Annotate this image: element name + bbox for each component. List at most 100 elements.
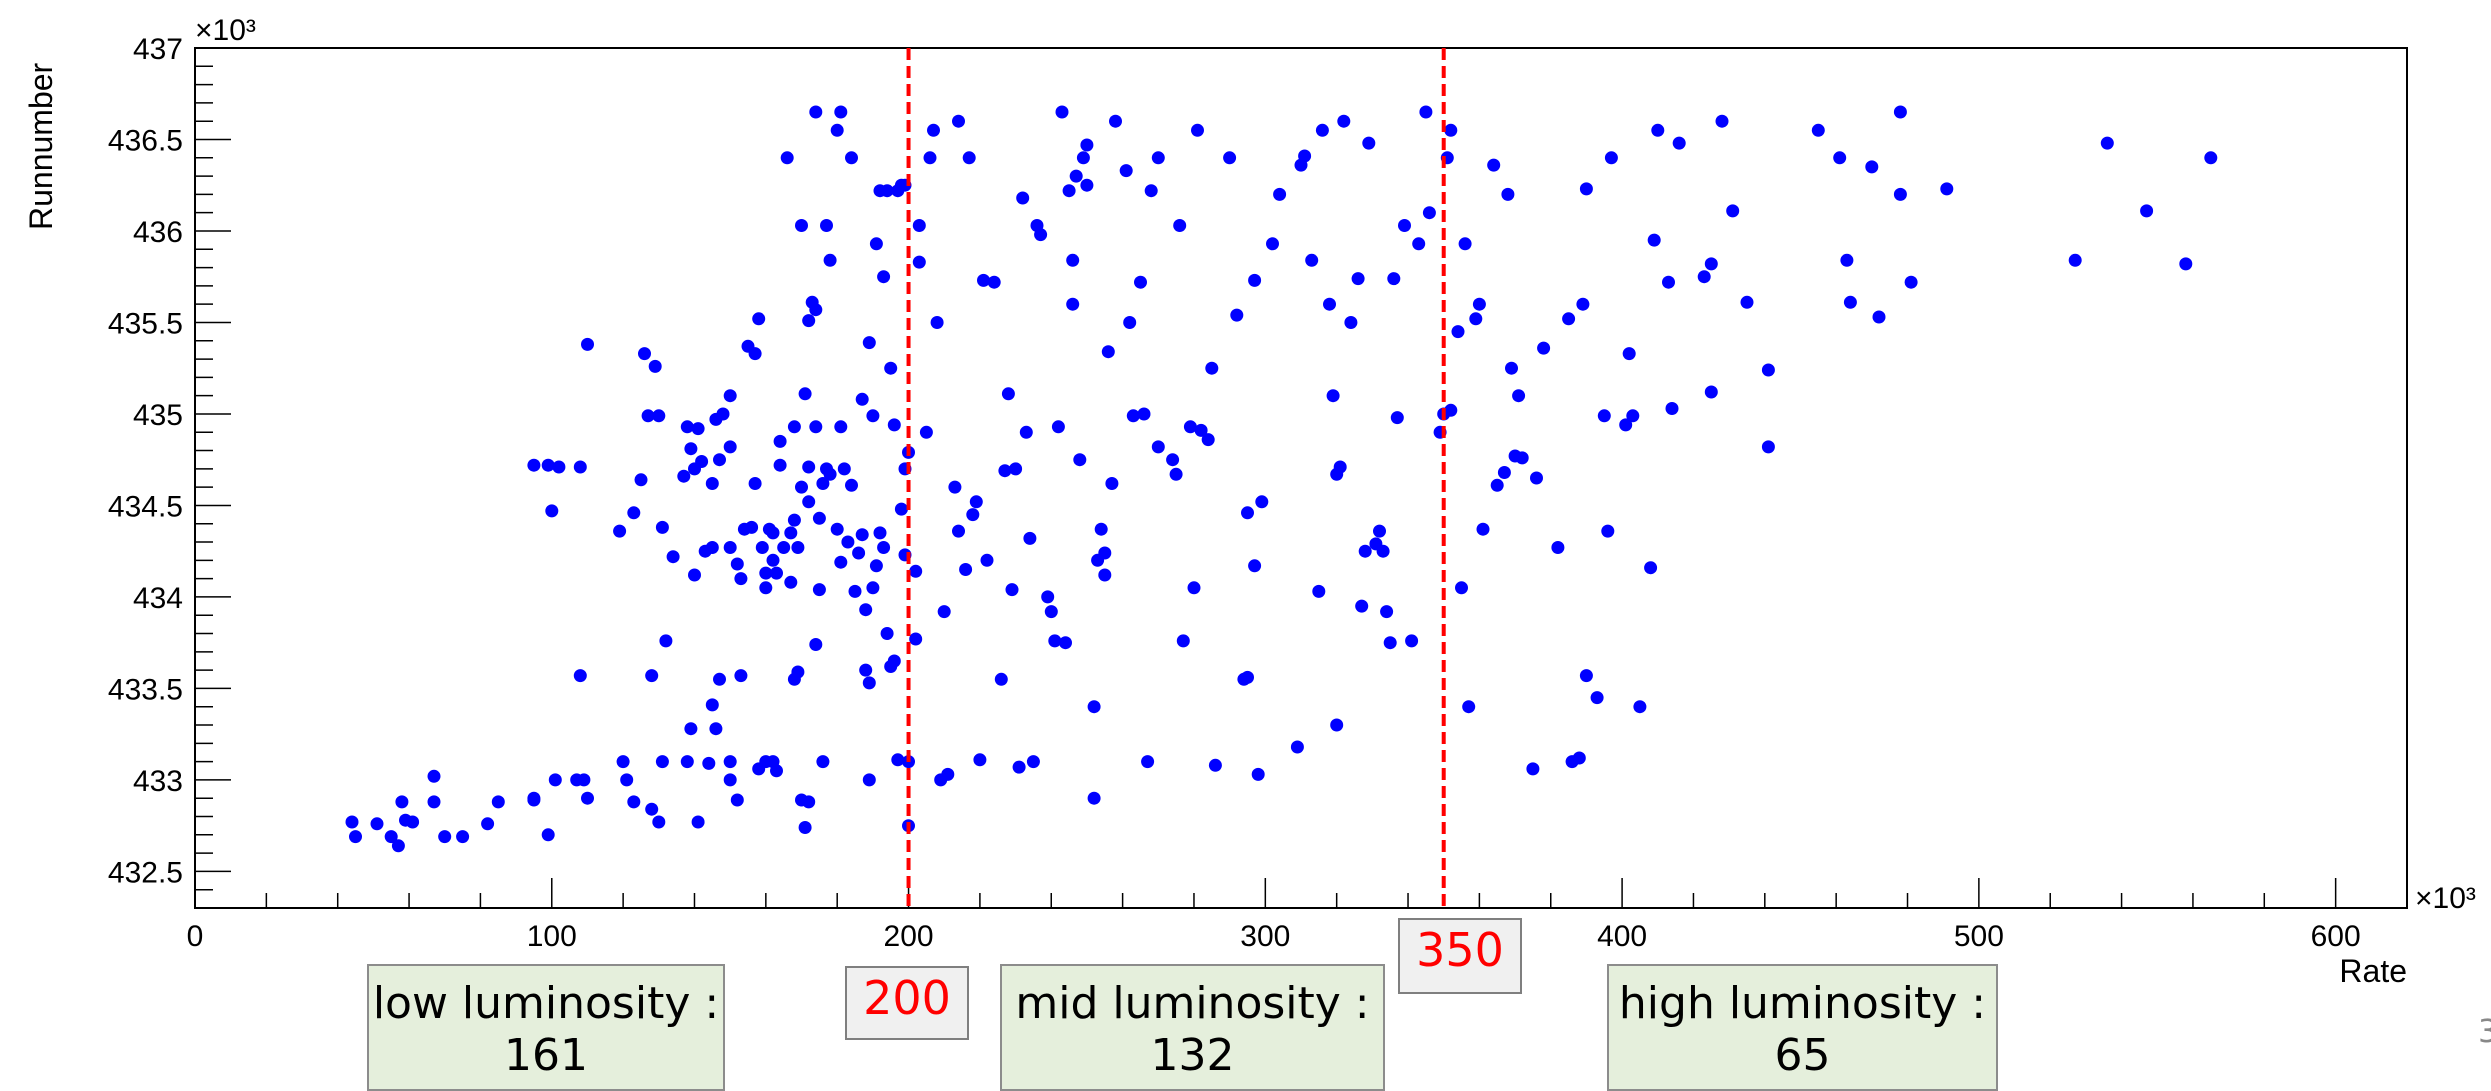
data-point — [980, 553, 994, 567]
data-point — [349, 830, 362, 844]
data-point — [848, 584, 862, 598]
data-point — [705, 541, 719, 554]
data-point — [1098, 568, 1112, 582]
data-point — [1872, 310, 1886, 324]
data-point — [1537, 341, 1551, 355]
data-point — [820, 219, 833, 232]
data-point — [766, 553, 780, 567]
y-tick-label: 434 — [133, 582, 183, 615]
data-point — [1572, 751, 1586, 765]
data-point — [784, 575, 798, 589]
data-point — [1704, 257, 1718, 271]
data-point — [1026, 755, 1040, 769]
data-point — [1241, 670, 1254, 684]
data-point — [1398, 219, 1411, 232]
data-point — [852, 546, 866, 560]
data-point — [998, 464, 1012, 478]
x-tick-label: 100 — [527, 920, 577, 953]
data-point — [684, 722, 698, 736]
data-point — [891, 753, 905, 767]
data-point — [730, 557, 744, 571]
data-point — [1016, 191, 1030, 205]
data-point — [655, 520, 669, 534]
data-point — [1601, 524, 1615, 538]
data-point — [859, 663, 873, 677]
data-point — [1169, 467, 1183, 481]
data-point — [1290, 740, 1304, 754]
mid-luminosity-count: 132 — [1150, 1030, 1235, 1081]
data-point — [1597, 409, 1611, 423]
data-point — [845, 151, 858, 165]
data-point — [1376, 544, 1390, 558]
data-point — [1526, 762, 1540, 776]
low-luminosity-count: 161 — [504, 1030, 588, 1081]
page-number: 3 — [2478, 1012, 2491, 1050]
data-point — [802, 460, 816, 474]
data-point — [1191, 123, 1204, 137]
data-point — [1458, 237, 1472, 251]
data-point — [709, 722, 723, 736]
data-point — [680, 755, 694, 769]
data-point — [1098, 546, 1112, 560]
data-point — [773, 434, 787, 448]
data-point — [1351, 272, 1365, 286]
data-point — [1422, 206, 1436, 220]
data-point — [2068, 253, 2082, 267]
data-point — [1315, 123, 1329, 137]
data-point — [627, 506, 641, 520]
data-point — [1101, 345, 1115, 359]
x-tick-label: 200 — [884, 920, 934, 953]
data-point — [994, 672, 1008, 686]
data-point — [1462, 700, 1476, 714]
data-point — [1487, 158, 1501, 172]
x-axis-title: Rate — [2339, 953, 2407, 989]
data-point — [1208, 758, 1222, 772]
data-point — [1444, 403, 1458, 417]
data-point — [1619, 418, 1633, 432]
data-point — [1865, 160, 1879, 174]
data-point — [1248, 273, 1262, 287]
data-point — [862, 773, 876, 787]
data-point — [1137, 407, 1151, 421]
data-point — [734, 572, 748, 586]
x-multiplier-label: ×10³ — [2415, 882, 2476, 915]
data-point — [1134, 275, 1147, 289]
low-luminosity-label: low luminosity : — [372, 978, 720, 1029]
data-point — [1893, 187, 1907, 201]
data-point — [887, 418, 901, 432]
data-point — [909, 632, 923, 646]
data-point — [1515, 451, 1529, 465]
y-tick-label: 436 — [133, 216, 183, 249]
data-point — [1251, 767, 1265, 781]
data-point — [573, 669, 587, 683]
data-point — [941, 767, 955, 781]
data-point — [1715, 114, 1729, 128]
y-axis-title: Runnumber — [23, 62, 59, 230]
data-point — [541, 458, 555, 472]
y-tick-label: 435.5 — [108, 307, 183, 340]
data-point — [1833, 151, 1847, 165]
data-point — [745, 520, 759, 534]
data-point — [406, 815, 420, 829]
data-point — [1579, 669, 1593, 683]
data-point — [1383, 636, 1397, 650]
data-point — [1505, 361, 1518, 375]
data-point — [345, 815, 359, 829]
data-point — [680, 420, 694, 434]
data-point — [773, 458, 787, 472]
data-point — [1051, 420, 1065, 434]
data-point — [791, 665, 805, 679]
data-point — [795, 480, 808, 494]
x-tick-label: 500 — [1954, 920, 2004, 953]
data-point — [527, 458, 541, 472]
data-point — [834, 555, 848, 569]
data-point — [884, 361, 898, 375]
data-point — [648, 359, 662, 373]
data-point — [1201, 433, 1215, 447]
data-point — [1662, 275, 1675, 289]
data-point — [705, 477, 719, 490]
data-point — [770, 764, 783, 778]
data-point — [1469, 312, 1483, 326]
data-point — [581, 791, 594, 805]
data-point — [1080, 178, 1094, 192]
